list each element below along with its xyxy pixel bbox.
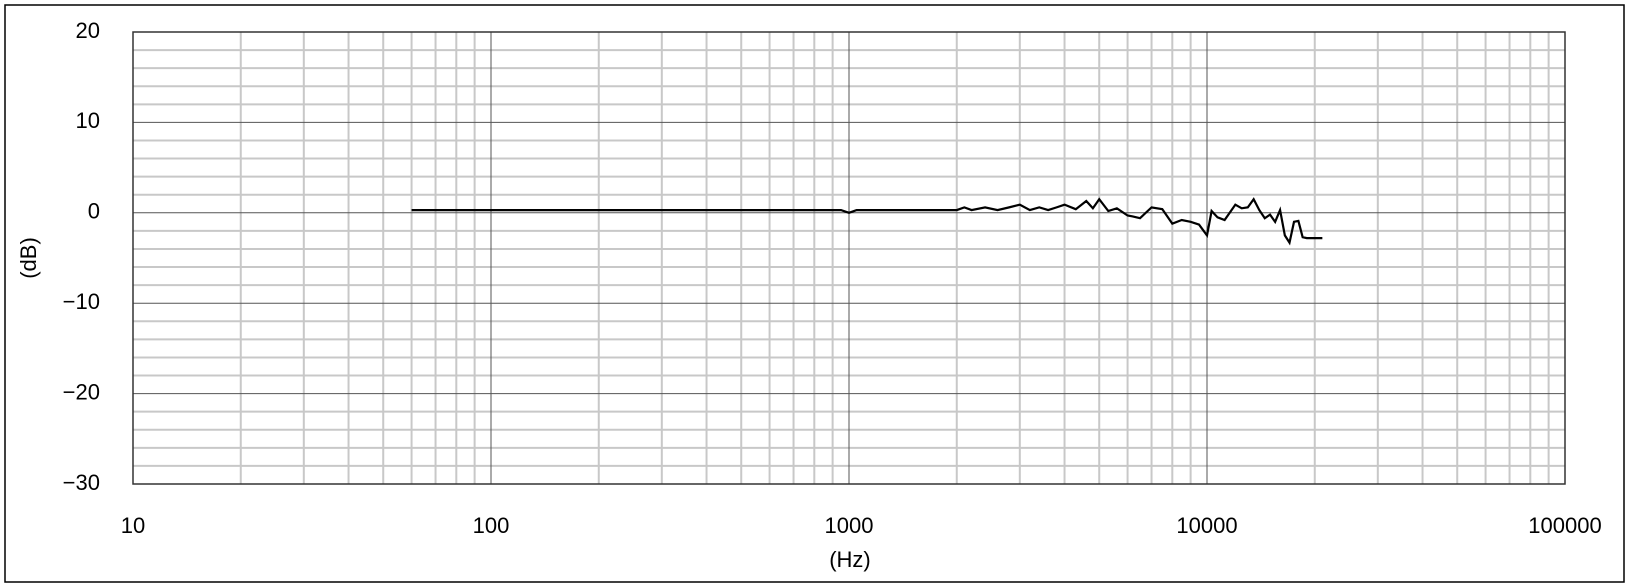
response-line — [411, 197, 1323, 246]
x-tick-label: 10000 — [1176, 513, 1237, 538]
x-tick-label: 1000 — [825, 513, 874, 538]
frame — [4, 4, 1625, 583]
y-tick-label: 20 — [76, 18, 100, 43]
y-tick-label: 0 — [88, 199, 100, 224]
y-tick-label: −20 — [63, 379, 100, 404]
y-tick-label: −10 — [63, 289, 100, 314]
x-axis-label: (Hz) — [829, 547, 871, 572]
x-tick-label: 100 — [473, 513, 510, 538]
y-tick-label: 10 — [76, 108, 100, 133]
plot-area — [132, 31, 1566, 485]
y-axis-label: (dB) — [16, 237, 41, 279]
x-tick-label: 10 — [121, 513, 145, 538]
x-tick-label: 100000 — [1528, 513, 1601, 538]
y-tick-label: −30 — [63, 470, 100, 495]
